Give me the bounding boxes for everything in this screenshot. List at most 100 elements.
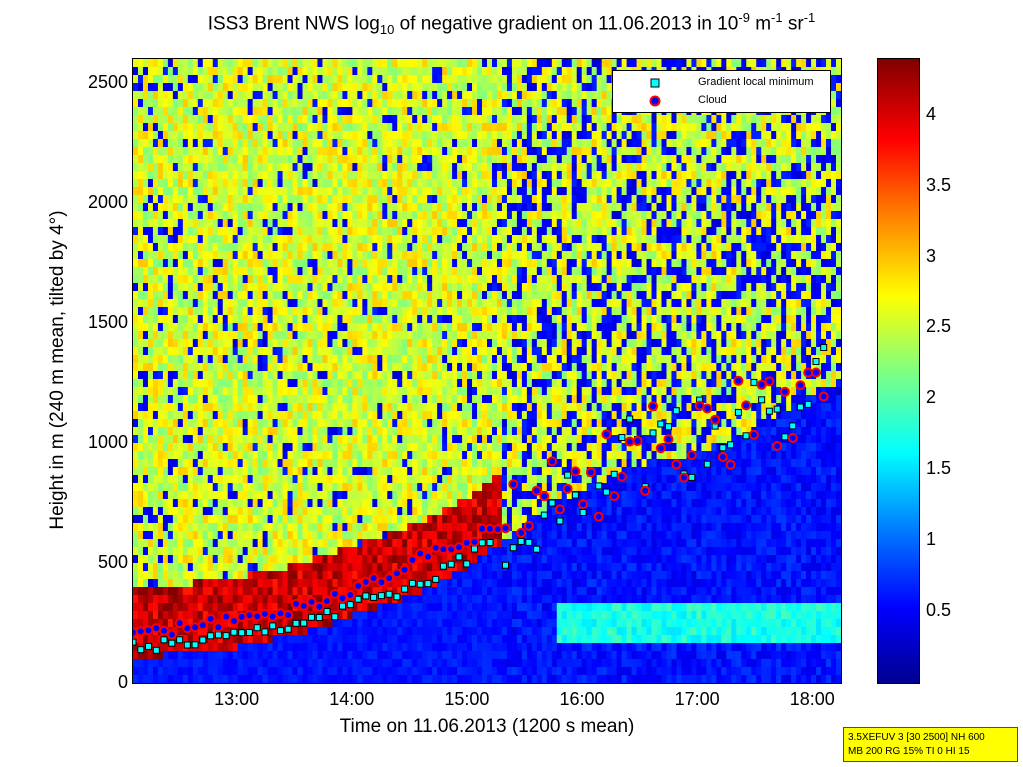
heatmap-cell bbox=[277, 67, 284, 76]
heatmap-cell bbox=[227, 635, 234, 644]
heatmap-cell bbox=[187, 667, 194, 676]
heatmap-cell bbox=[382, 627, 388, 636]
heatmap-cell bbox=[362, 547, 368, 556]
heatmap-cell bbox=[172, 299, 179, 308]
heatmap-cell bbox=[412, 411, 418, 420]
heatmap-cell bbox=[267, 139, 274, 148]
heatmap-cell bbox=[377, 427, 383, 436]
heatmap-cell bbox=[317, 451, 324, 460]
heatmap-cell bbox=[247, 243, 254, 252]
heatmap-cell bbox=[262, 523, 269, 532]
heatmap-cell bbox=[252, 675, 259, 683]
heatmap-cell bbox=[402, 251, 408, 260]
heatmap-cell bbox=[267, 203, 274, 212]
heatmap-cell bbox=[357, 275, 363, 284]
heatmap-cell bbox=[272, 267, 279, 276]
heatmap-cell bbox=[242, 427, 249, 436]
heatmap-cell bbox=[157, 67, 164, 76]
heatmap-cell bbox=[337, 307, 344, 316]
heatmap-cell bbox=[327, 395, 334, 404]
heatmap-cell bbox=[287, 267, 294, 276]
heatmap-cell bbox=[182, 611, 189, 620]
heatmap-cell bbox=[157, 411, 164, 420]
heatmap-cell bbox=[262, 91, 269, 100]
heatmap-cell bbox=[187, 299, 194, 308]
heatmap-cell bbox=[402, 347, 408, 356]
heatmap-cell bbox=[332, 651, 339, 660]
heatmap-cell bbox=[162, 523, 169, 532]
heatmap-cell bbox=[392, 363, 398, 372]
heatmap-cell bbox=[397, 379, 403, 388]
heatmap-cell bbox=[262, 115, 269, 124]
heatmap-cell bbox=[377, 571, 383, 580]
heatmap-cell bbox=[402, 451, 408, 460]
heatmap-cell bbox=[202, 547, 209, 556]
heatmap-cell bbox=[277, 179, 284, 188]
heatmap-cell bbox=[402, 403, 408, 412]
heatmap-cell bbox=[133, 179, 139, 188]
heatmap-cell bbox=[257, 475, 264, 484]
heatmap-cell bbox=[387, 251, 393, 260]
heatmap-cell bbox=[442, 435, 448, 444]
heatmap-cell bbox=[212, 275, 219, 284]
heatmap-cell bbox=[297, 643, 304, 652]
heatmap-cell bbox=[407, 619, 413, 628]
heatmap-cell bbox=[397, 547, 403, 556]
heatmap-cell bbox=[332, 59, 339, 68]
heatmap-cell bbox=[237, 563, 244, 572]
heatmap-cell bbox=[312, 523, 319, 532]
heatmap-cell bbox=[222, 267, 229, 276]
heatmap-cell bbox=[427, 315, 433, 324]
heatmap-cell bbox=[352, 499, 358, 508]
heatmap-cell bbox=[172, 291, 179, 300]
heatmap-cell bbox=[392, 67, 398, 76]
heatmap-cell bbox=[352, 219, 358, 228]
heatmap-cell bbox=[352, 651, 358, 660]
heatmap-cell bbox=[407, 59, 413, 68]
heatmap-cell bbox=[257, 363, 264, 372]
heatmap-cell bbox=[397, 219, 403, 228]
heatmap-cell bbox=[317, 347, 324, 356]
heatmap-cell bbox=[437, 163, 443, 172]
heatmap-cell bbox=[312, 123, 319, 132]
heatmap-cell bbox=[327, 227, 334, 236]
heatmap-cell bbox=[377, 147, 383, 156]
heatmap-cell bbox=[217, 67, 224, 76]
heatmap-cell bbox=[257, 139, 264, 148]
heatmap-cell bbox=[397, 539, 403, 548]
heatmap-cell bbox=[392, 283, 398, 292]
heatmap-cell bbox=[292, 571, 299, 580]
heatmap-cell bbox=[187, 99, 194, 108]
heatmap-cell bbox=[212, 107, 219, 116]
heatmap-cell bbox=[237, 587, 244, 596]
heatmap-cell bbox=[372, 195, 378, 204]
heatmap-cell bbox=[237, 211, 244, 220]
heatmap-cell bbox=[212, 83, 219, 92]
heatmap-cell bbox=[292, 83, 299, 92]
heatmap-cell bbox=[137, 659, 144, 668]
heatmap-cell bbox=[262, 435, 269, 444]
heatmap-cell bbox=[197, 387, 204, 396]
heatmap-cell bbox=[152, 571, 159, 580]
heatmap-cell bbox=[412, 211, 418, 220]
heatmap-cell bbox=[392, 419, 398, 428]
heatmap-cell bbox=[197, 379, 204, 388]
heatmap-cell bbox=[187, 459, 194, 468]
heatmap-cell bbox=[397, 387, 403, 396]
heatmap-cell bbox=[357, 291, 363, 300]
heatmap-cell bbox=[377, 355, 383, 364]
heatmap-cell bbox=[442, 667, 448, 676]
heatmap-cell bbox=[187, 219, 194, 228]
heatmap-cell bbox=[212, 379, 219, 388]
heatmap-cell bbox=[247, 83, 254, 92]
heatmap-cell bbox=[217, 507, 224, 516]
heatmap-cell bbox=[387, 475, 393, 484]
heatmap-cell bbox=[332, 275, 339, 284]
heatmap-cell bbox=[432, 283, 438, 292]
heatmap-cell bbox=[347, 203, 353, 212]
heatmap-cell bbox=[252, 179, 259, 188]
heatmap-cell bbox=[392, 371, 398, 380]
heatmap-cell bbox=[207, 643, 214, 652]
heatmap-cell bbox=[187, 147, 194, 156]
heatmap-cell bbox=[202, 147, 209, 156]
